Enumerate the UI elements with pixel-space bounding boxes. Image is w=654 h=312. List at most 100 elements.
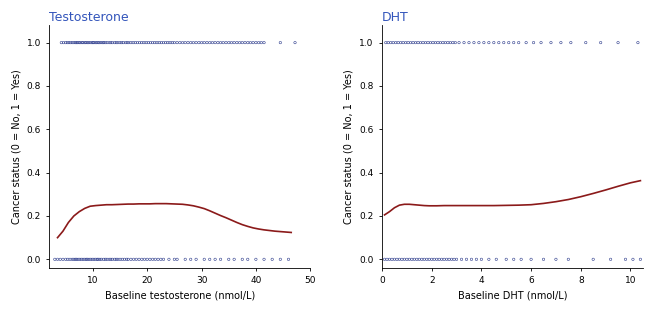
- Point: [430, 40, 441, 45]
- Point: [551, 257, 561, 262]
- Point: [447, 40, 458, 45]
- Point: [141, 40, 151, 45]
- Point: [65, 257, 75, 262]
- Point: [74, 40, 84, 45]
- Point: [137, 40, 147, 45]
- Point: [81, 257, 92, 262]
- Point: [158, 40, 169, 45]
- Point: [476, 257, 487, 262]
- Point: [150, 257, 161, 262]
- Point: [494, 40, 504, 45]
- Point: [109, 257, 120, 262]
- Point: [163, 40, 173, 45]
- Point: [632, 40, 643, 45]
- Point: [126, 40, 136, 45]
- Y-axis label: Cancer status (0 = No, 1 = Yes): Cancer status (0 = No, 1 = Yes): [344, 69, 354, 224]
- Point: [70, 257, 80, 262]
- Point: [95, 257, 105, 262]
- Point: [259, 40, 269, 45]
- Point: [215, 40, 226, 45]
- Point: [379, 257, 390, 262]
- Point: [99, 257, 109, 262]
- Point: [121, 257, 131, 262]
- Point: [100, 257, 111, 262]
- Point: [390, 40, 401, 45]
- Point: [172, 40, 182, 45]
- Point: [180, 257, 190, 262]
- Point: [122, 40, 132, 45]
- Point: [147, 40, 158, 45]
- Point: [526, 257, 536, 262]
- Point: [160, 40, 171, 45]
- Point: [256, 40, 267, 45]
- Point: [456, 257, 467, 262]
- Point: [229, 40, 239, 45]
- Point: [78, 257, 88, 262]
- Point: [438, 40, 448, 45]
- Point: [82, 257, 93, 262]
- Point: [73, 40, 83, 45]
- Point: [78, 40, 88, 45]
- Point: [75, 257, 85, 262]
- Point: [60, 257, 71, 262]
- Point: [134, 257, 145, 262]
- Point: [207, 40, 218, 45]
- Point: [215, 257, 226, 262]
- Point: [52, 257, 63, 262]
- Point: [461, 257, 472, 262]
- Point: [69, 40, 79, 45]
- Point: [410, 40, 421, 45]
- Point: [471, 257, 481, 262]
- Point: [158, 257, 169, 262]
- Point: [120, 40, 131, 45]
- Point: [426, 257, 437, 262]
- Point: [221, 40, 232, 45]
- Point: [73, 257, 84, 262]
- Point: [415, 40, 426, 45]
- Point: [199, 40, 209, 45]
- Point: [167, 40, 177, 45]
- Point: [80, 40, 91, 45]
- Point: [403, 40, 413, 45]
- Point: [635, 257, 645, 262]
- Point: [243, 257, 253, 262]
- Point: [128, 40, 138, 45]
- Point: [84, 257, 94, 262]
- Point: [112, 40, 123, 45]
- Point: [86, 40, 97, 45]
- Point: [70, 40, 80, 45]
- Point: [454, 40, 464, 45]
- Point: [436, 257, 447, 262]
- Point: [400, 40, 411, 45]
- Point: [613, 40, 623, 45]
- Point: [80, 257, 90, 262]
- Point: [102, 40, 112, 45]
- Point: [109, 40, 120, 45]
- Point: [213, 40, 223, 45]
- Point: [419, 257, 430, 262]
- Point: [444, 257, 455, 262]
- Point: [83, 40, 94, 45]
- Point: [393, 40, 404, 45]
- Point: [169, 257, 180, 262]
- Point: [89, 257, 99, 262]
- Point: [153, 257, 164, 262]
- Point: [434, 257, 445, 262]
- Point: [421, 40, 431, 45]
- Point: [259, 257, 269, 262]
- Point: [250, 40, 261, 45]
- Point: [105, 257, 116, 262]
- Point: [137, 257, 147, 262]
- Point: [71, 257, 82, 262]
- Y-axis label: Cancer status (0 = No, 1 = Yes): Cancer status (0 = No, 1 = Yes): [11, 69, 21, 224]
- Point: [156, 257, 166, 262]
- Point: [177, 40, 188, 45]
- Point: [55, 257, 65, 262]
- Point: [628, 257, 638, 262]
- Point: [145, 40, 156, 45]
- X-axis label: Baseline testosterone (nmol/L): Baseline testosterone (nmol/L): [105, 291, 255, 301]
- Point: [94, 40, 105, 45]
- Point: [191, 257, 201, 262]
- Point: [97, 40, 108, 45]
- Point: [126, 257, 136, 262]
